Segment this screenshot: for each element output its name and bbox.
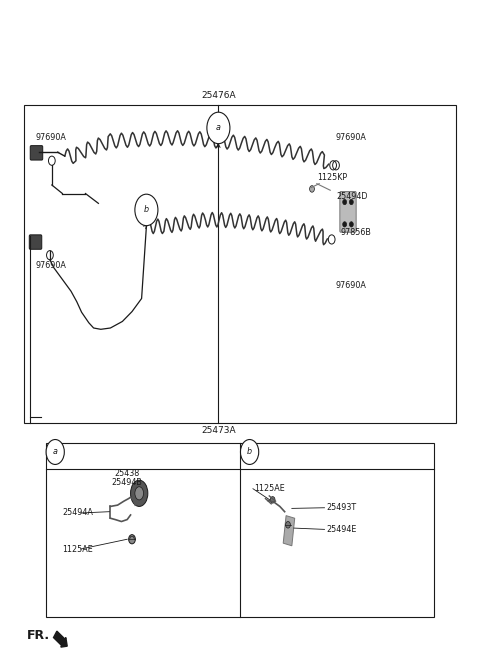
Circle shape: [343, 199, 347, 205]
Text: 25476A: 25476A: [201, 91, 236, 100]
Text: 97690A: 97690A: [336, 281, 367, 290]
FancyBboxPatch shape: [29, 235, 42, 249]
Circle shape: [310, 186, 314, 192]
Text: 1125KP: 1125KP: [317, 173, 347, 182]
Circle shape: [349, 222, 353, 227]
FancyArrow shape: [53, 631, 67, 647]
Text: a: a: [53, 447, 58, 457]
Text: 25494A: 25494A: [62, 508, 93, 518]
Circle shape: [207, 112, 230, 144]
Bar: [24, 105, 456, 423]
Text: b: b: [144, 205, 149, 215]
Text: 25494D: 25494D: [336, 192, 368, 201]
Polygon shape: [283, 516, 295, 546]
Text: 25438: 25438: [115, 469, 140, 478]
Text: 1125AE: 1125AE: [62, 544, 93, 554]
Circle shape: [135, 194, 158, 226]
Bar: [46, 443, 434, 617]
FancyBboxPatch shape: [340, 192, 356, 232]
Text: 97690A: 97690A: [336, 133, 367, 142]
Text: 25494E: 25494E: [326, 525, 357, 534]
Circle shape: [270, 497, 275, 503]
Circle shape: [286, 522, 290, 528]
Circle shape: [343, 222, 347, 227]
Text: FR.: FR.: [26, 628, 49, 642]
Circle shape: [129, 535, 135, 544]
Text: b: b: [247, 447, 252, 457]
Ellipse shape: [135, 487, 144, 500]
Circle shape: [46, 440, 64, 464]
Text: 25493T: 25493T: [326, 503, 357, 512]
Text: 25494B: 25494B: [112, 478, 143, 487]
FancyBboxPatch shape: [30, 146, 43, 160]
Circle shape: [240, 440, 259, 464]
Text: 97690A: 97690A: [36, 261, 67, 270]
Text: 1125AE: 1125AE: [254, 484, 285, 493]
Ellipse shape: [131, 480, 148, 506]
Text: a: a: [216, 123, 221, 133]
Text: 97856B: 97856B: [341, 228, 372, 237]
Text: 97690A: 97690A: [36, 133, 67, 142]
Text: 25473A: 25473A: [201, 426, 236, 436]
Circle shape: [349, 199, 353, 205]
